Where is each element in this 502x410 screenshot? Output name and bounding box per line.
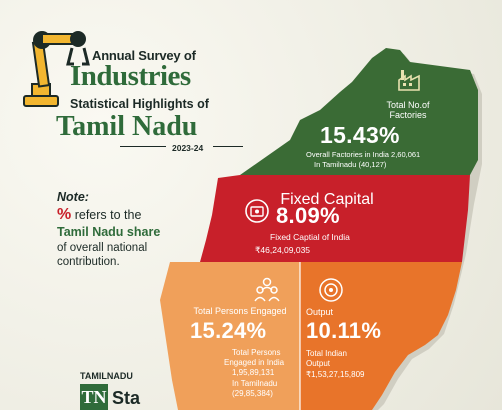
output-label: Output — [306, 307, 334, 317]
note-line1: % refers to the — [57, 206, 141, 224]
persons-value: 15.24% — [190, 318, 267, 343]
factories-label-line2: Factories — [389, 110, 427, 120]
note-line1-text: refers to the — [71, 208, 142, 222]
capital-sub1: Fixed Captial of India — [270, 232, 350, 242]
persons-sub3: 1,95,89,131 — [232, 368, 275, 377]
map-region-light-orange — [160, 262, 300, 410]
header-title-industries: Industries — [70, 60, 191, 92]
target-icon — [319, 278, 343, 302]
capital-icon — [245, 199, 269, 223]
output-sub3: ₹1,53,27,15,809 — [306, 370, 365, 379]
factories-sub2: In Tamilnadu (40,127) — [314, 160, 387, 169]
factories-value: 15.43% — [320, 122, 400, 148]
note-label: Note: — [57, 190, 89, 204]
output-sub1: Total Indian — [306, 349, 347, 358]
footer-logo: TN — [80, 384, 108, 410]
map-region-red — [200, 175, 470, 262]
output-sub2: Output — [306, 359, 331, 368]
output-value: 10.11% — [306, 318, 382, 343]
header-divider-left — [120, 146, 166, 147]
people-icon — [254, 277, 280, 302]
note-line2: Tamil Nadu share — [57, 225, 161, 239]
persons-sub1: Total Persons — [232, 348, 281, 357]
factories-sub1: Overall Factories in India 2,60,061 — [306, 150, 421, 159]
header-divider-right — [213, 146, 243, 147]
header-year: 2023-24 — [172, 143, 204, 153]
persons-sub4: In Tamilnadu — [232, 379, 278, 388]
header-line3: Statistical Highlights of — [70, 97, 209, 111]
capital-label: Fixed Capital — [280, 191, 374, 208]
persons-label: Total Persons Engaged — [193, 306, 287, 316]
persons-sub2: Engaged in India — [224, 358, 285, 367]
capital-value: 8.09% — [276, 203, 340, 228]
header-title-tamil-nadu: Tamil Nadu — [56, 111, 198, 142]
factory-icon — [398, 70, 420, 91]
robot-arm-icon — [23, 31, 90, 107]
note-line3: of overall national — [57, 242, 148, 254]
footer-partial-text: Sta — [112, 388, 141, 408]
note-line4: contribution. — [57, 256, 120, 268]
footer-label: TAMILNADU — [80, 371, 133, 381]
factories-label-line1: Total No.of — [386, 100, 430, 110]
header-line1: Annual Survey of — [92, 48, 196, 63]
note-percent-symbol: % — [57, 206, 72, 223]
capital-sub2: ₹46,24,09,035 — [255, 245, 311, 255]
factories-label: Total No.of Factories — [358, 100, 458, 120]
persons-sub5: (29,85,384) — [232, 389, 273, 398]
map-region-orange — [300, 262, 462, 410]
